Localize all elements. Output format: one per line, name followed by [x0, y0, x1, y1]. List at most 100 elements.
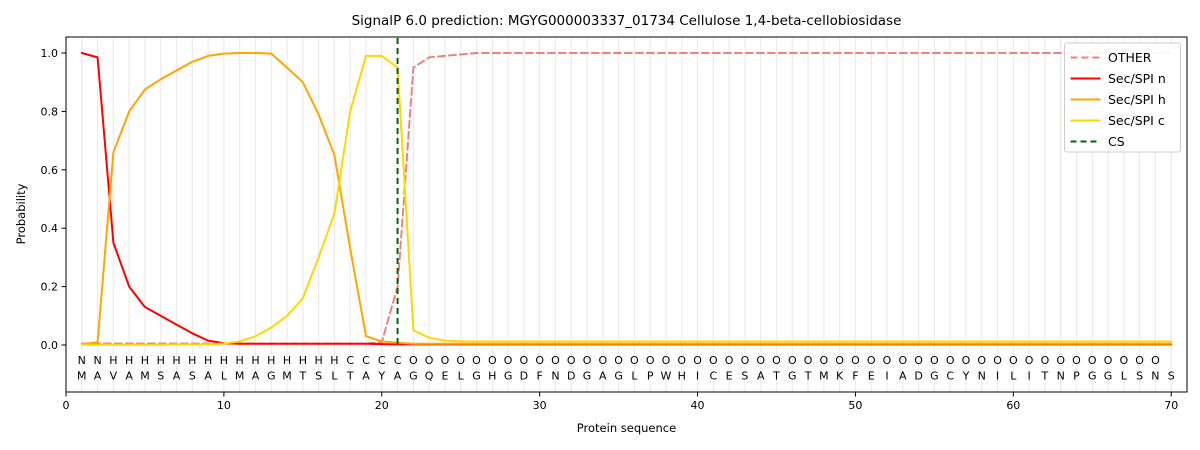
region-label: O: [725, 354, 734, 367]
sequence-residue: G: [788, 370, 797, 383]
region-label: O: [409, 354, 418, 367]
sequence-residue: A: [899, 370, 907, 383]
x-tick-label: 50: [848, 399, 862, 412]
region-label: O: [567, 354, 576, 367]
region-label: O: [1025, 354, 1034, 367]
sequence-residue: L: [1121, 370, 1128, 383]
region-label: O: [630, 354, 639, 367]
sequence-residue: C: [709, 370, 717, 383]
sequence-residue: N: [1057, 370, 1065, 383]
sequence-residue: A: [173, 370, 181, 383]
sequence-residue: T: [346, 370, 354, 383]
sequence-residue: I: [885, 370, 888, 383]
sequence-residue: A: [252, 370, 260, 383]
chart-title: SignalP 6.0 prediction: MGYG000003337_01…: [352, 13, 902, 29]
sequence-residue: M: [140, 370, 150, 383]
region-label: O: [1041, 354, 1050, 367]
region-label: O: [898, 354, 907, 367]
region-label: O: [488, 354, 497, 367]
region-label: O: [820, 354, 829, 367]
sequence-residue: S: [1136, 370, 1143, 383]
region-label: H: [141, 354, 149, 367]
legend-label-sec-spi-c: Sec/SPI c: [1108, 113, 1165, 128]
region-label: H: [125, 354, 133, 367]
region-label: O: [456, 354, 465, 367]
region-label: O: [851, 354, 860, 367]
sequence-residue: T: [772, 370, 780, 383]
region-label: H: [314, 354, 322, 367]
sequence-residue: A: [94, 370, 102, 383]
sequence-residue: S: [1168, 370, 1175, 383]
sequence-residue: G: [930, 370, 939, 383]
region-label: O: [772, 354, 781, 367]
y-tick-label: 0.2: [41, 281, 59, 294]
y-tick-label: 0.8: [41, 105, 59, 118]
sequence-residue: G: [472, 370, 481, 383]
region-label: H: [220, 354, 228, 367]
curve-sec-spi-n: [80, 52, 1173, 346]
sequence-residue: P: [647, 370, 654, 383]
probability-curves: [80, 52, 1173, 346]
sequence-residue: F: [852, 370, 858, 383]
sequence-residue: S: [189, 370, 196, 383]
sequence-residue: G: [409, 370, 418, 383]
sequence-residue: G: [504, 370, 513, 383]
sequence-residue: G: [267, 370, 276, 383]
sequence-residue: P: [1073, 370, 1080, 383]
sequence-residue: L: [1010, 370, 1017, 383]
x-tick-label: 70: [1164, 399, 1178, 412]
x-tick-label: 60: [1006, 399, 1020, 412]
region-label: O: [614, 354, 623, 367]
region-label: H: [109, 354, 117, 367]
sequence-residue: A: [394, 370, 402, 383]
y-tick-label: 1.0: [41, 47, 59, 60]
sequence-residue: T: [804, 370, 812, 383]
region-label: C: [378, 354, 386, 367]
legend-label-other: OTHER: [1108, 50, 1152, 65]
x-tick-label: 10: [217, 399, 231, 412]
axes-ticks: 0 10 20 30 40 50 60 70 0.0 0.2 0.4 0.6 0.8 1.0: [41, 36, 1188, 412]
y-tick-label: 0.0: [41, 339, 59, 352]
region-label: O: [1120, 354, 1129, 367]
region-label: O: [788, 354, 797, 367]
region-label: O: [867, 354, 876, 367]
sequence-residue: M: [819, 370, 829, 383]
region-label: O: [756, 354, 765, 367]
sequence-residue: E: [868, 370, 875, 383]
sequence-residue: C: [946, 370, 954, 383]
region-label: O: [662, 354, 671, 367]
region-label: O: [835, 354, 844, 367]
sequence-residue: S: [315, 370, 322, 383]
region-label: H: [299, 354, 307, 367]
sequence-residue: L: [631, 370, 638, 383]
curve-other: [80, 52, 1173, 345]
region-label: O: [914, 354, 923, 367]
region-label: O: [930, 354, 939, 367]
sequence-residue: V: [110, 370, 118, 383]
sequence-residue: G: [583, 370, 592, 383]
curve-sec-spi-c: [80, 54, 1173, 346]
y-tick-label: 0.6: [41, 164, 59, 177]
sequence-residue: F: [536, 370, 542, 383]
region-label: O: [709, 354, 718, 367]
sequence-residue: M: [282, 370, 292, 383]
region-label: O: [1009, 354, 1018, 367]
sequence-residue: N: [551, 370, 559, 383]
sequence-residue: Q: [425, 370, 434, 383]
region-label: O: [977, 354, 986, 367]
x-tick-label: 0: [63, 399, 70, 412]
sequence-residue: Y: [377, 370, 385, 383]
region-label: C: [362, 354, 370, 367]
region-label: H: [251, 354, 259, 367]
region-label: O: [583, 354, 592, 367]
region-label: O: [741, 354, 750, 367]
sequence-residue: L: [221, 370, 228, 383]
region-label: H: [330, 354, 338, 367]
region-label: H: [157, 354, 165, 367]
legend-label-cs: CS: [1108, 134, 1125, 149]
sequence-residue: L: [331, 370, 338, 383]
sequence-residue: L: [458, 370, 465, 383]
sequence-residue: N: [978, 370, 986, 383]
